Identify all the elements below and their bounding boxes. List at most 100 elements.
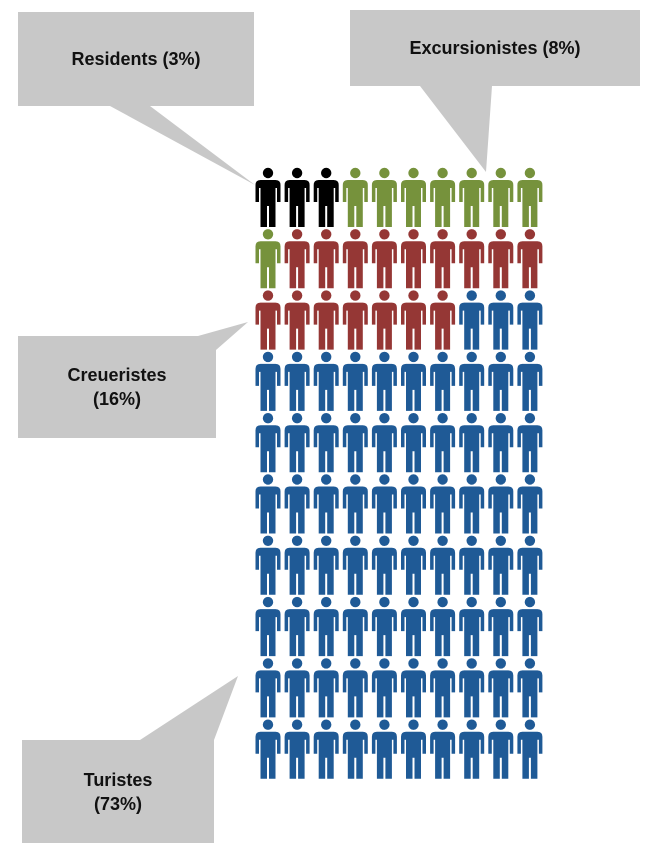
person-icon-creueristes-26 [401,290,426,350]
person-icon-turistes-62 [284,535,310,595]
person-icon-turistes-76 [401,596,426,657]
person-icon-turistes-37 [430,351,456,411]
person-icon-turistes-89 [488,658,514,718]
person-icon-turistes-42 [284,413,310,473]
person-icon-turistes-54 [342,474,368,534]
person-icon-turistes-93 [313,719,339,779]
person-icon-excursionistes-11 [255,229,281,289]
person-icon-turistes-99 [488,719,514,779]
person-icon-turistes-58 [459,474,485,534]
person-icon-creueristes-12 [284,229,310,289]
person-icon-turistes-69 [488,535,514,595]
person-icon-turistes-81 [255,658,281,718]
callout-turistes-text-line2: (73%) [93,794,142,814]
person-icon-creueristes-21 [255,290,281,350]
person-icon-turistes-90 [517,658,543,718]
person-icon-turistes-95 [371,719,397,779]
person-icon-turistes-47 [430,413,456,473]
person-icon-excursionistes-5 [371,167,397,227]
person-icon-turistes-77 [430,596,456,657]
person-icon-residents-1 [255,167,281,227]
person-icon-creueristes-20 [517,229,543,289]
person-icon-turistes-44 [342,413,368,473]
person-icon-turistes-67 [430,535,456,595]
person-icon-turistes-83 [313,658,339,718]
person-icon-turistes-57 [430,474,456,534]
person-icon-turistes-98 [459,719,485,779]
person-icon-turistes-53 [313,474,339,534]
person-icon-creueristes-25 [371,290,397,350]
person-icon-turistes-45 [371,413,397,473]
callout-excursionistes-bubble [350,10,640,172]
person-icon-turistes-28 [459,290,485,350]
person-icon-excursionistes-7 [430,167,456,227]
person-icon-turistes-31 [255,351,281,411]
person-icon-turistes-66 [401,535,426,595]
person-icon-creueristes-16 [401,229,426,289]
person-icon-turistes-36 [401,351,426,411]
person-icon-turistes-48 [459,413,485,473]
person-icon-turistes-38 [459,351,485,411]
person-icon-turistes-78 [459,596,485,657]
person-icon-turistes-34 [342,351,368,411]
person-icon-turistes-61 [255,535,281,595]
person-icon-turistes-73 [313,596,339,657]
person-icon-turistes-91 [255,719,281,779]
person-icon-turistes-33 [313,351,339,411]
person-icon-turistes-88 [459,658,485,718]
callout-excursionistes: Excursionistes (8%) [350,10,640,86]
person-icon-turistes-86 [401,658,426,718]
person-icon-turistes-50 [517,413,543,473]
person-icon-turistes-55 [371,474,397,534]
person-icon-turistes-87 [430,658,456,718]
person-icon-turistes-71 [255,596,281,657]
person-icon-turistes-51 [255,474,281,534]
callout-residents: Residents (3%) [18,12,254,106]
person-icon-turistes-75 [371,596,397,657]
person-icon-turistes-68 [459,535,485,595]
callout-turistes-bubble [22,676,238,843]
person-icon-turistes-32 [284,351,310,411]
person-icon-turistes-94 [342,719,368,779]
person-icon-residents-2 [284,167,310,227]
callout-residents-text: Residents (3%) [71,48,201,69]
person-icon-excursionistes-8 [459,167,485,227]
callout-creueristes-text-line2: (16%) [92,389,141,409]
person-icon-turistes-63 [313,535,339,595]
person-icon-creueristes-24 [342,290,368,350]
person-icon-excursionistes-6 [401,167,426,227]
callout-creueristes-text-line1: Creueristes [67,364,167,385]
person-icon-turistes-52 [284,474,310,534]
person-icon-turistes-65 [371,535,397,595]
person-icon-residents-3 [313,167,339,227]
person-icon-turistes-84 [342,658,368,718]
person-icon-turistes-41 [255,413,281,473]
person-icon-creueristes-18 [459,229,485,289]
person-icon-turistes-82 [284,658,310,718]
callout-turistes: Turistes (73%) [22,740,214,844]
callout-turistes-text-line1: Turistes [83,769,153,790]
person-icon-turistes-79 [488,596,514,657]
person-icon-turistes-85 [371,658,397,718]
person-icon-turistes-35 [371,351,397,411]
callout-residents-bubble [18,12,255,185]
person-icon-creueristes-19 [488,229,514,289]
callout-creueristes-bubble [18,322,248,438]
callout-excursionistes-text: Excursionistes (8%) [409,37,581,58]
person-icon-turistes-56 [401,474,426,534]
person-icon-turistes-39 [488,351,514,411]
callout-creueristes: Creueristes (16%) [18,336,216,438]
person-icon-turistes-80 [517,596,543,657]
person-icon-excursionistes-10 [517,167,543,227]
person-icon-turistes-30 [517,290,543,350]
person-icon-creueristes-23 [313,290,339,350]
person-icon-turistes-49 [488,413,514,473]
person-icon-turistes-29 [488,290,514,350]
person-icon-creueristes-15 [371,229,397,289]
person-icon-creueristes-13 [313,229,339,289]
person-icon-creueristes-14 [342,229,368,289]
person-icon-turistes-46 [401,413,426,473]
person-icon-turistes-59 [488,474,514,534]
